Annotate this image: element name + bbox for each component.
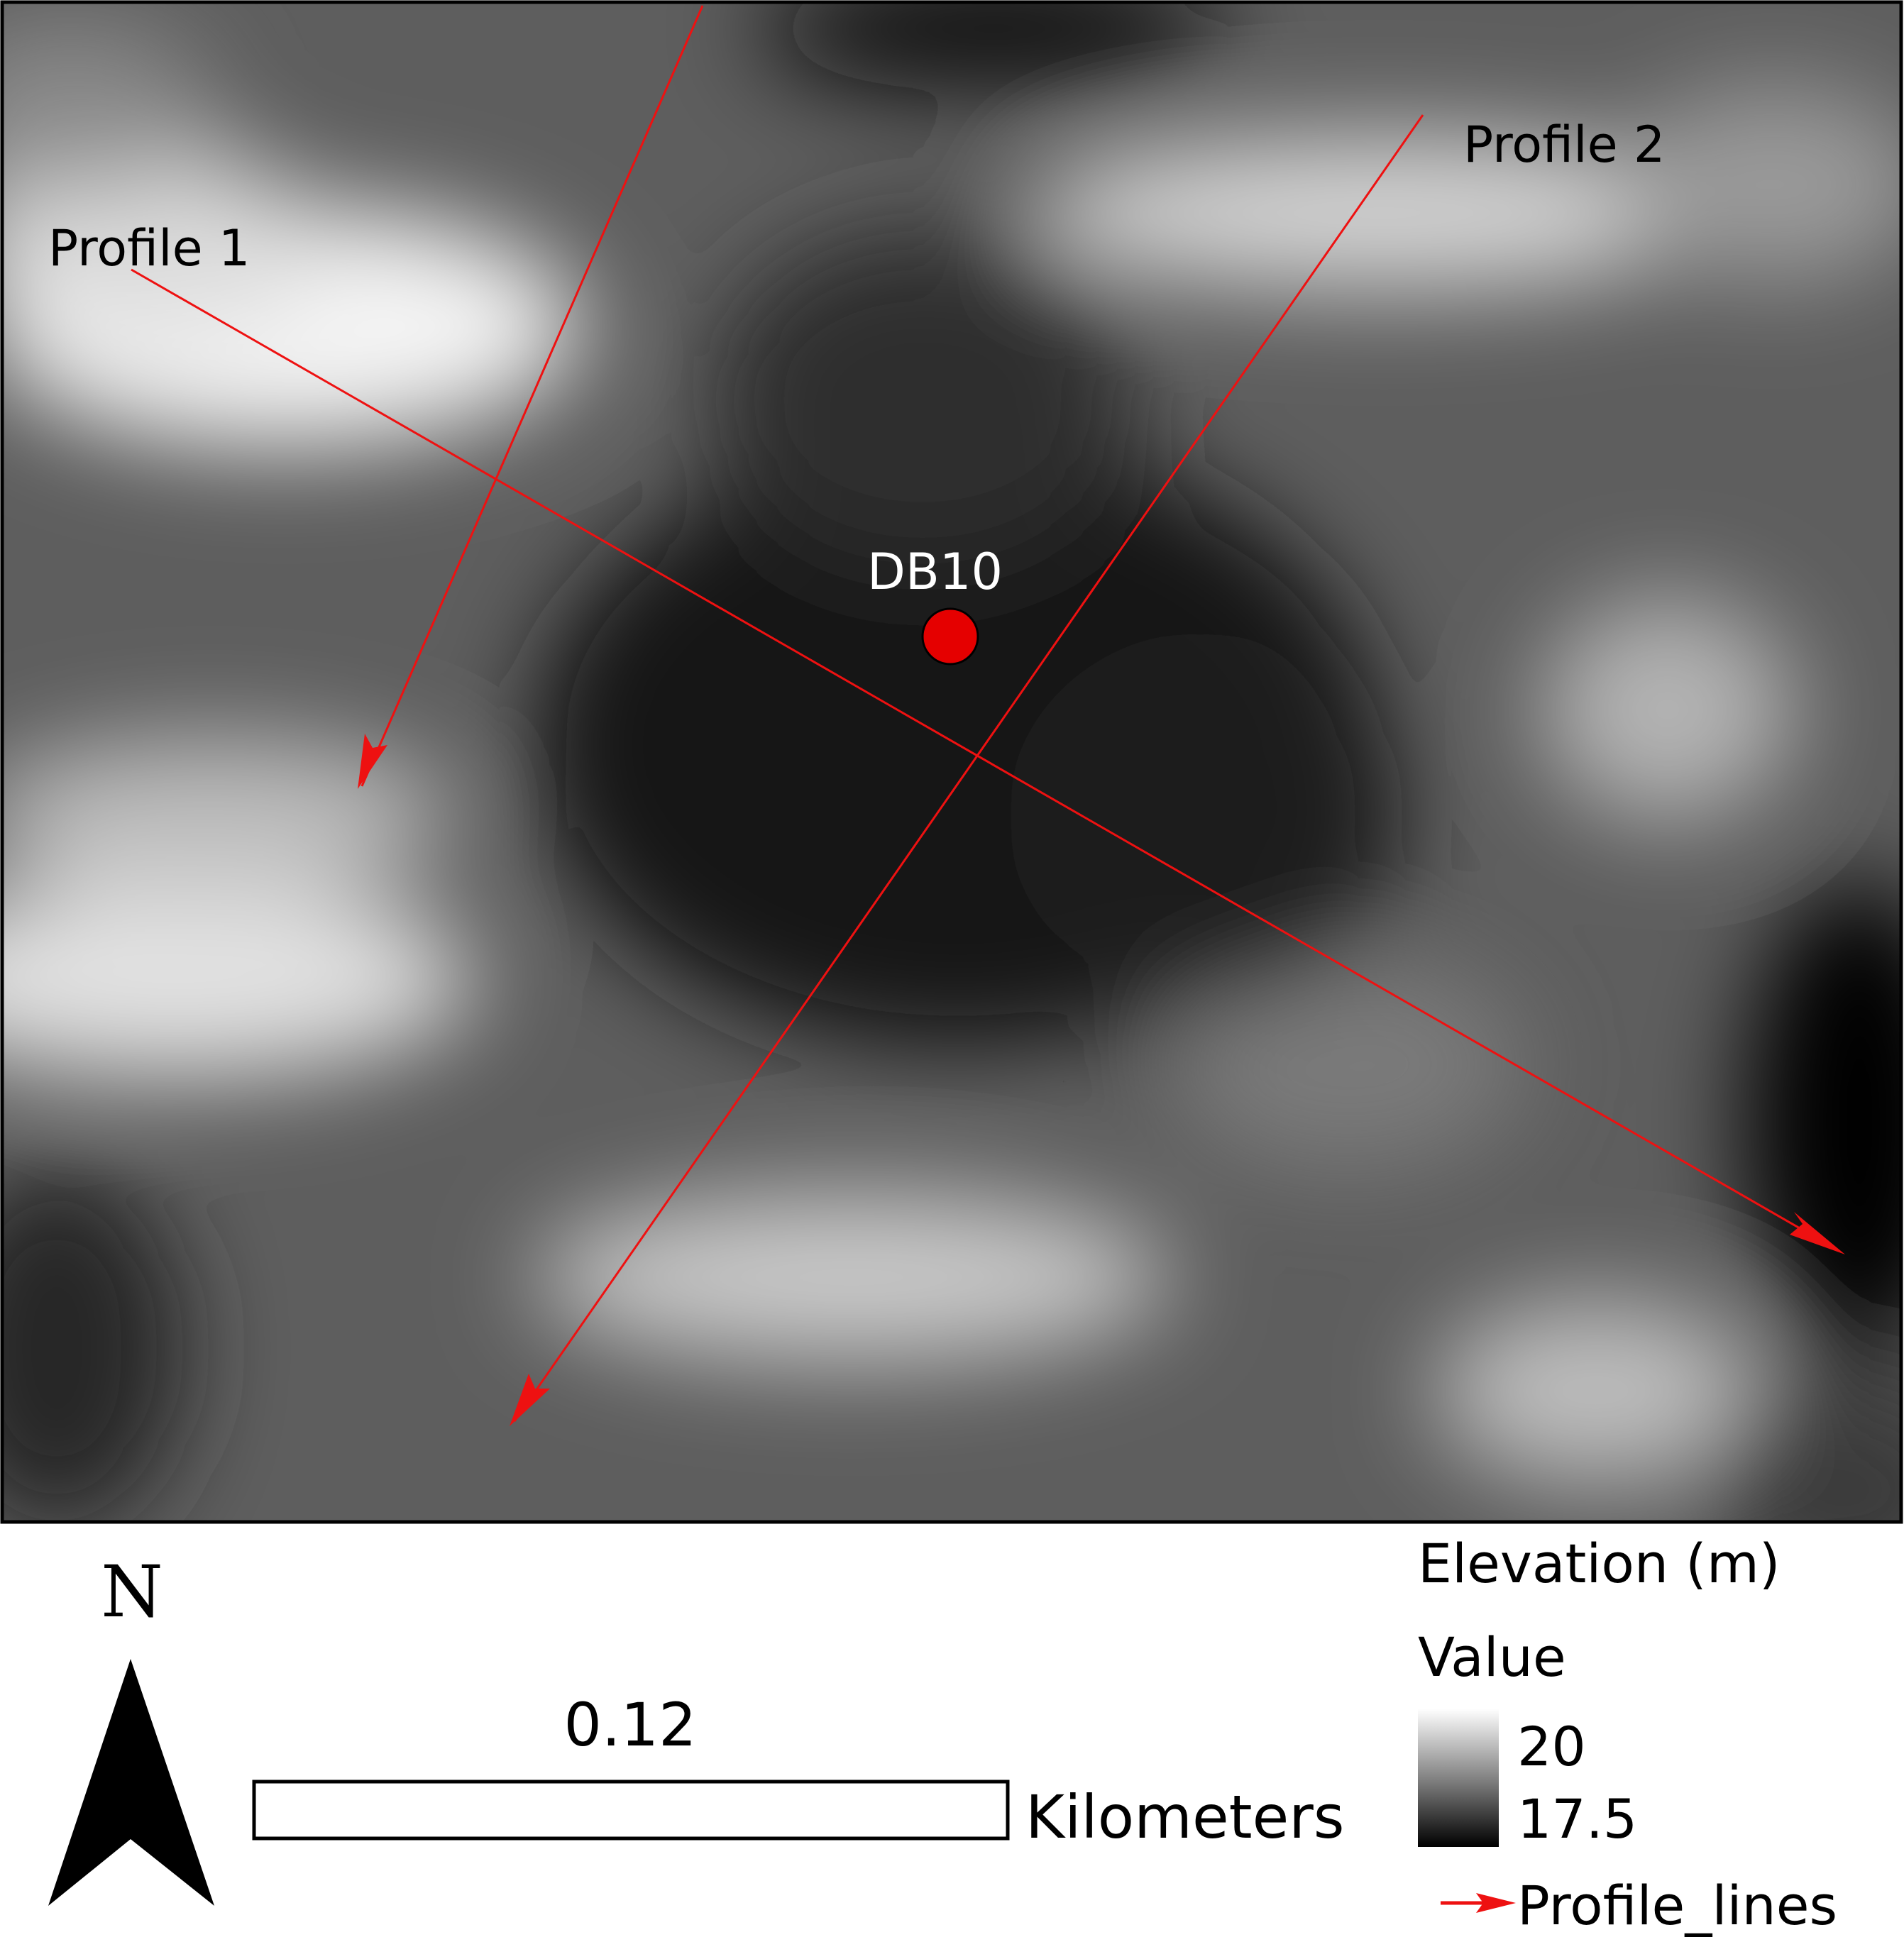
profile-2-line [513,114,1424,1422]
map-border [0,0,1903,1524]
legend-min-label: 17.5 [1517,1787,1637,1850]
legend: Elevation (m) Value 20 17.5 Profile_line… [1418,1532,1837,1937]
profile-1-arrowhead [1790,1212,1845,1254]
scale-bar-box [252,1780,1010,1841]
legend-lines-label: Profile_lines [1517,1874,1837,1937]
scale-bar-value: 0.12 [563,1690,696,1760]
elevation-raster [2,2,1901,1522]
profile-1-label: Profile 1 [48,219,250,277]
db10-point [921,607,979,666]
north-arrow: N [48,1550,214,1906]
legend-title: Elevation (m) [1418,1532,1781,1595]
profile-1-line [131,268,1839,1252]
db10-label: DB10 [867,543,1003,601]
profile-north-line [361,5,704,787]
profile-lines-layer [131,5,1845,1426]
profile-2-label: Profile 2 [1463,116,1665,174]
legend-max-label: 20 [1517,1715,1586,1778]
scale-bar-unit: Kilometers [1025,1782,1345,1852]
legend-color-ramp [1418,1709,1499,1847]
profile-2-arrowhead [510,1374,550,1426]
profile-north-arrowhead [358,734,387,789]
north-label: N [101,1550,163,1633]
scale-bar: 0.12 Kilometers [252,1690,1345,1852]
legend-arrow-icon [1476,1893,1516,1913]
north-arrow-icon [48,1659,214,1906]
legend-subtitle: Value [1418,1626,1566,1689]
